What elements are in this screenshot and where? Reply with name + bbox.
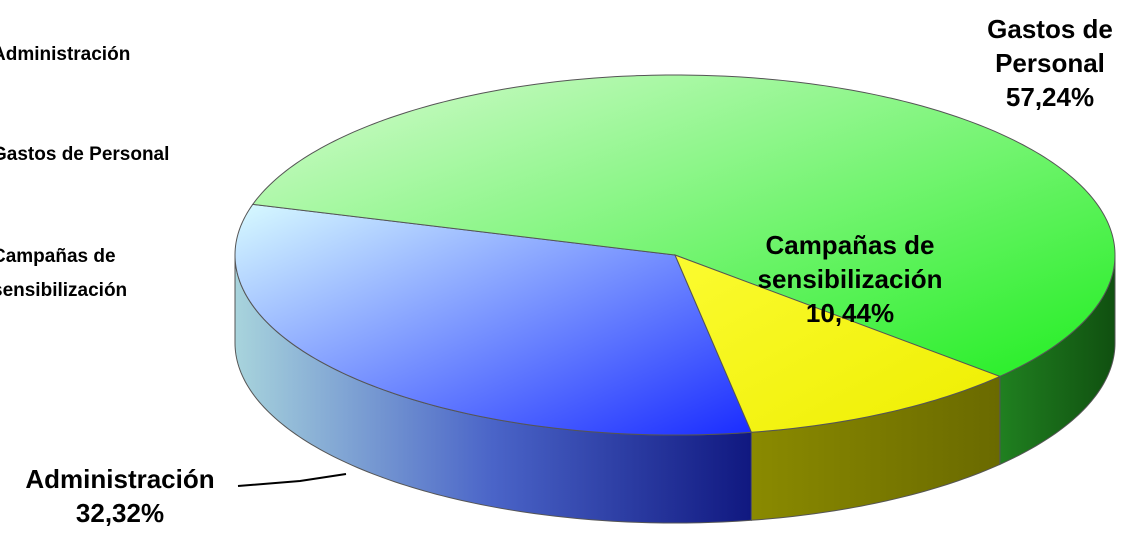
- label-name: Administración: [25, 464, 215, 494]
- data-label: Gastos de Personal 57,24%: [975, 12, 1125, 114]
- data-label: Administración 32,32%: [10, 462, 230, 530]
- slice: [234, 203, 753, 436]
- legend-entry: Administración: [0, 44, 131, 65]
- label-name: Campañas de sensibilización: [757, 230, 943, 294]
- slice: [251, 74, 1116, 377]
- label-value: 32,32%: [75, 498, 165, 528]
- legend-entry: Gastos de Personal: [0, 144, 170, 165]
- legend-entry: Campañas de sensibilización: [0, 246, 128, 301]
- label-value: 57,24%: [1005, 82, 1095, 112]
- pie: [234, 74, 1116, 524]
- label-value: 10,44%: [805, 298, 895, 328]
- label-name: Gastos de Personal: [987, 14, 1113, 78]
- data-label: Campañas de sensibilización 10,44%: [740, 228, 960, 330]
- leader-line: [237, 473, 347, 487]
- slice: [674, 254, 1002, 433]
